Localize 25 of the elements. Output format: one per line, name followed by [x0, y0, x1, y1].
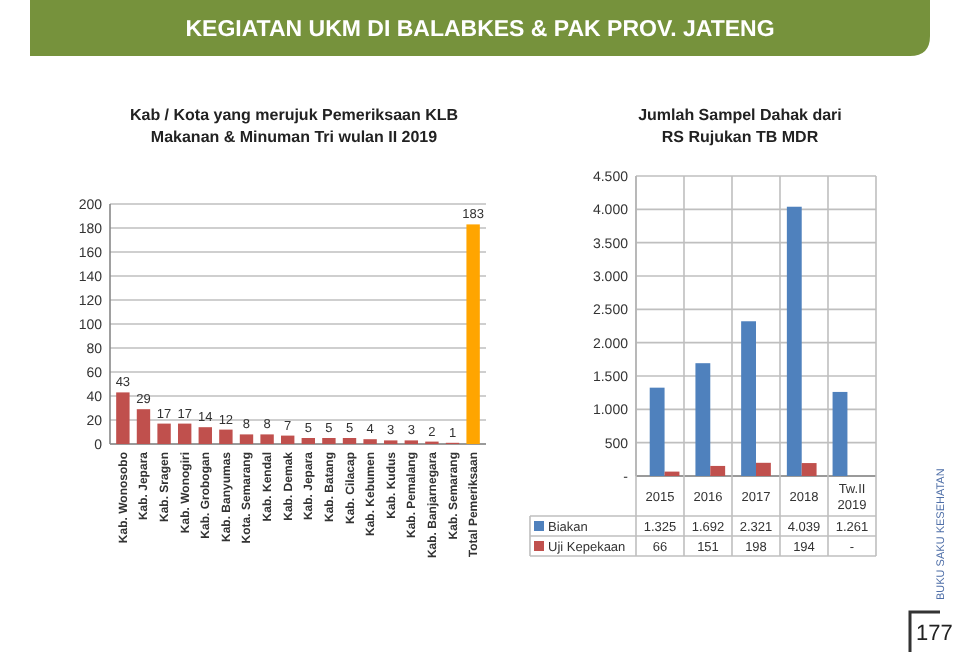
bar	[786, 206, 802, 476]
text: 177	[916, 622, 953, 646]
bar	[177, 423, 192, 444]
bar	[198, 427, 212, 444]
bar	[281, 435, 295, 444]
bar	[695, 363, 711, 476]
bar	[832, 391, 848, 476]
bar	[239, 434, 254, 444]
chart-title: Kab / Kota yang merujuk Pemeriksaan KLB Makanan & Minuman Tri wulan II 2019	[129, 106, 459, 146]
bar	[710, 465, 726, 476]
bar	[801, 463, 817, 476]
bar	[322, 438, 336, 444]
text: KEGIATAN UKM DI BALABKES & PAK PROV. JATENG	[185, 18, 775, 43]
bar	[342, 438, 357, 444]
bar	[219, 429, 233, 444]
bar	[157, 423, 171, 444]
bar	[649, 387, 665, 476]
bar	[741, 321, 756, 476]
bar	[301, 438, 315, 444]
bar	[756, 462, 771, 476]
bar	[466, 224, 480, 444]
chart-title: Jumlah Sampel Dahak dari RS Rujukan TB MDR	[638, 106, 842, 146]
bar	[136, 409, 151, 444]
bar	[116, 392, 130, 444]
bar	[260, 434, 274, 444]
